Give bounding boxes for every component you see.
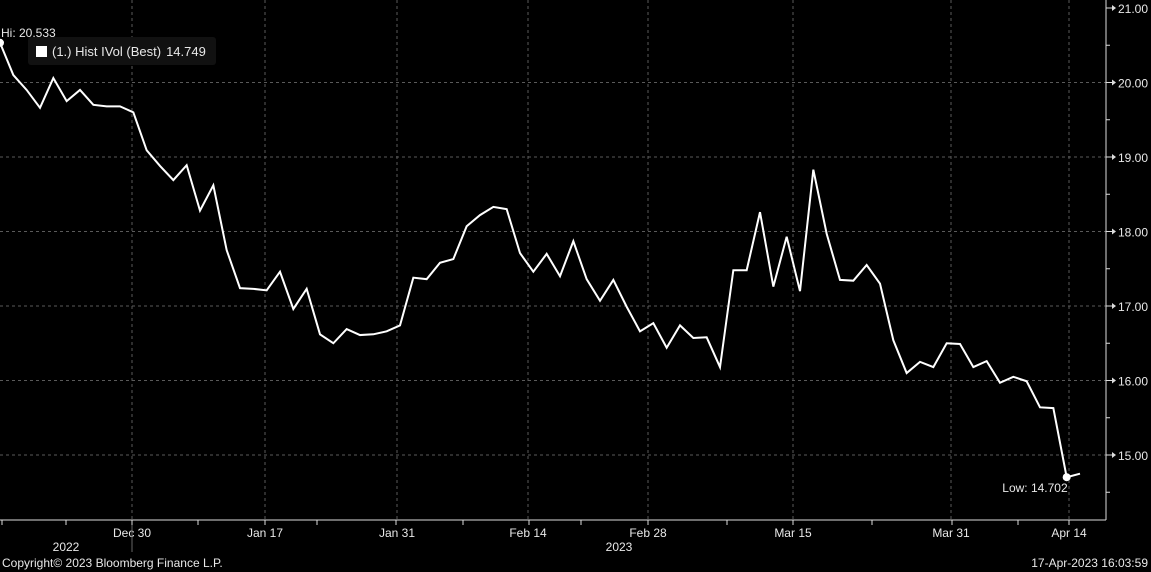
year-label: 2022: [53, 540, 80, 554]
copyright: Copyright© 2023 Bloomberg Finance L.P.: [2, 556, 223, 570]
legend-series-name: (1.) Hist IVol (Best): [52, 43, 162, 59]
x-tick-label: Jan 31: [379, 526, 415, 540]
x-tick-label: Mar 15: [774, 526, 812, 540]
high-point-marker: [0, 38, 4, 47]
y-tick-label: 15.00: [1118, 449, 1148, 463]
y-tick-label: 16.00: [1118, 375, 1148, 389]
year-label: 2023: [606, 540, 633, 554]
legend: (1.) Hist IVol (Best) 14.749: [28, 37, 216, 65]
y-tick-arrow-icon: [1112, 5, 1116, 11]
high-label: Hi: 20.533: [1, 26, 56, 40]
y-tick-arrow-icon: [1112, 154, 1116, 160]
low-label: Low: 14.702: [1002, 481, 1068, 495]
x-tick-label: Apr 14: [1051, 526, 1087, 540]
y-tick-arrow-icon: [1112, 303, 1116, 309]
y-tick-arrow-icon: [1112, 377, 1116, 384]
y-tick-label: 17.00: [1118, 300, 1148, 314]
x-tick-label: Mar 31: [932, 526, 970, 540]
y-tick-label: 18.00: [1118, 226, 1148, 240]
y-tick-label: 20.00: [1118, 77, 1148, 91]
x-tick-label: Feb 14: [509, 526, 547, 540]
series-line: [0, 42, 1081, 479]
timestamp: 17-Apr-2023 16:03:59: [1031, 556, 1148, 570]
y-tick-label: 19.00: [1118, 151, 1148, 165]
low-point-marker: [1062, 473, 1071, 482]
y-tick-arrow-icon: [1112, 452, 1116, 458]
y-tick-arrow-icon: [1112, 228, 1116, 235]
x-tick-label: Feb 28: [629, 526, 667, 540]
y-tick-label: 21.00: [1118, 2, 1148, 16]
legend-swatch-icon: [36, 45, 47, 57]
x-tick-label: Jan 17: [247, 526, 283, 540]
y-tick-arrow-icon: [1112, 79, 1116, 86]
legend-last-value: 14.749: [166, 43, 206, 59]
